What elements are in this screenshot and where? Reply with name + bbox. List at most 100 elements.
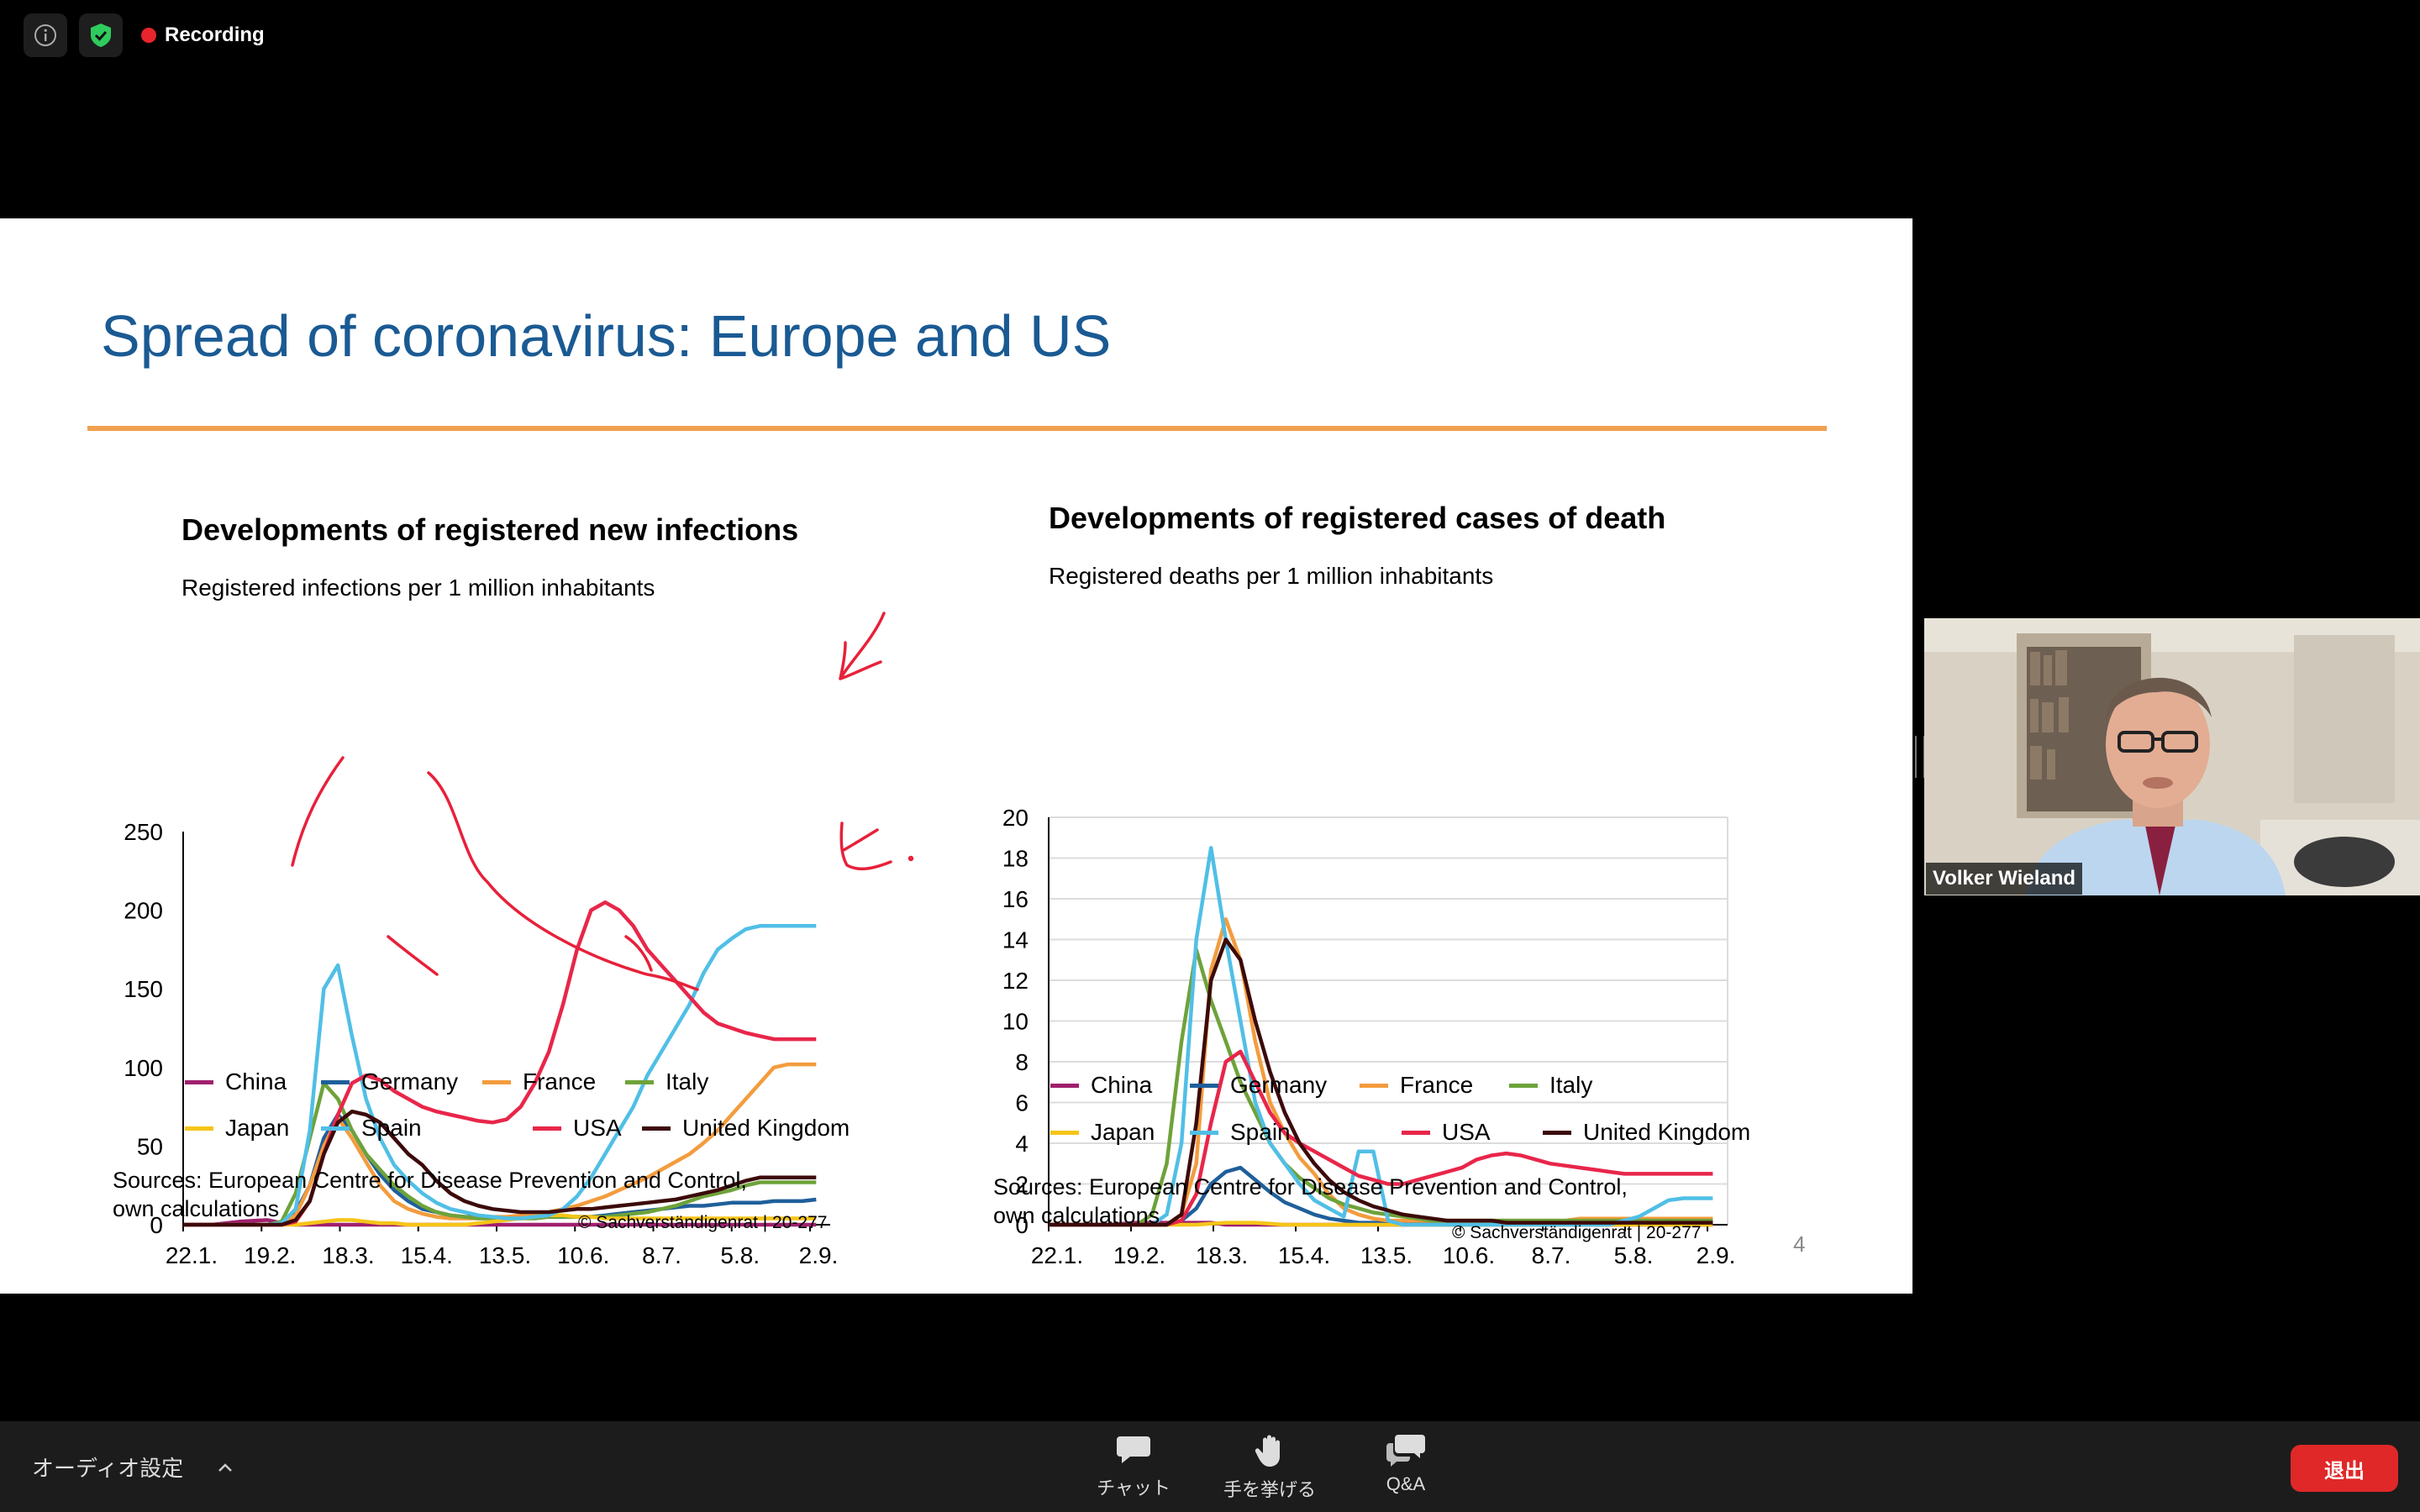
x-tick-label: 15.4.	[401, 1242, 453, 1268]
annotation-stroke	[291, 756, 345, 867]
series-line-china	[183, 1218, 817, 1227]
series-line-spain	[1049, 846, 1713, 1227]
qa-icon	[1386, 1435, 1425, 1467]
legend-item-usa: USA	[533, 1115, 622, 1142]
annotation-stroke	[427, 771, 699, 991]
right-chart-sources: Sources: European Centre for Disease Pre…	[993, 1173, 1628, 1230]
left-chart: 0 50 100 150 200 250 22.1. 19.2. 18.3. 15.4. 13.5.…	[124, 819, 839, 1268]
y-tick-label: 10	[1002, 1009, 1028, 1035]
chat-icon	[1117, 1436, 1150, 1463]
annotation-arrow	[839, 612, 886, 680]
y-tick-label: 50	[137, 1133, 163, 1159]
y-tick-label: 2	[1015, 1172, 1028, 1198]
left-sources-line2: own calculations	[113, 1196, 280, 1221]
right-chart-copyright: © Sachverständigenrat | 20-277	[1452, 1223, 1702, 1242]
right-sources-line2: own calculations	[993, 1203, 1160, 1228]
recording-label: Recording	[165, 24, 265, 46]
legend-item-china: China	[185, 1068, 287, 1095]
qa-button[interactable]: Q&A	[1351, 1433, 1460, 1495]
legend-swatch	[321, 1079, 350, 1084]
title-divider	[87, 426, 1827, 431]
x-tick-label: 15.4.	[1278, 1242, 1330, 1268]
x-tick-label: 5.8.	[1614, 1242, 1654, 1268]
legend-label: USA	[573, 1115, 622, 1141]
y-tick-label: 200	[124, 898, 163, 924]
legend-swatch	[1509, 1083, 1538, 1088]
right-chart: 0 2 4 6 8 10 12 14 16 18 20 22.1. 19.2. 18.3. 15.4. 13.…	[1002, 805, 1736, 1268]
left-chart-title: Developments of registered new infection…	[182, 512, 799, 547]
legend-item-spain: Spain	[1190, 1119, 1291, 1146]
info-button[interactable]	[24, 13, 67, 57]
series-line-spain	[183, 924, 817, 1227]
legend-item-spain: Spain	[321, 1115, 422, 1142]
leave-button[interactable]: 退出	[2291, 1445, 2398, 1492]
annotation-arrow	[839, 822, 892, 871]
raise-hand-button[interactable]: 手を挙げる	[1215, 1433, 1324, 1502]
legend-label: Spain	[361, 1115, 422, 1141]
security-button[interactable]	[79, 13, 123, 57]
legend-swatch	[185, 1126, 213, 1131]
x-tick-label: 10.6.	[557, 1242, 609, 1268]
legend-label: Japan	[1091, 1119, 1155, 1145]
y-tick-label: 16	[1002, 886, 1028, 912]
chat-button[interactable]: チャット	[1079, 1433, 1188, 1500]
audio-settings-button[interactable]: オーディオ設定	[32, 1452, 234, 1483]
annotation-stroke	[387, 935, 439, 976]
recording-dot-icon	[141, 28, 156, 43]
legend-swatch	[1360, 1083, 1388, 1088]
presenter-name-tag: Volker Wieland	[1926, 863, 2083, 895]
recording-indicator[interactable]: Recording	[141, 20, 265, 50]
x-tick-label: 19.2.	[1113, 1242, 1165, 1268]
legend-label: Germany	[1230, 1072, 1328, 1098]
x-tick-label: 10.6.	[1443, 1242, 1495, 1268]
x-tick-label: 19.2.	[244, 1242, 296, 1268]
y-tick-label: 18	[1002, 846, 1028, 872]
x-tick-label: 13.5.	[1360, 1242, 1413, 1268]
legend-label: United Kingdom	[1583, 1119, 1751, 1145]
legend-label: France	[1400, 1072, 1474, 1098]
legend-label: China	[1091, 1072, 1153, 1098]
chat-label: チャット	[1097, 1478, 1171, 1499]
y-tick-label: 12	[1002, 968, 1028, 994]
y-tick-label: 150	[124, 976, 163, 1002]
series-line-usa	[1049, 1049, 1713, 1227]
y-tick-label: 250	[124, 819, 163, 845]
x-tick-label: 5.8.	[720, 1242, 760, 1268]
legend-item-italy: Italy	[1509, 1072, 1592, 1099]
x-tick-label: 18.3.	[322, 1242, 374, 1268]
right-chart-subtitle: Registered deaths per 1 million inhabita…	[1049, 563, 1494, 589]
raise-hand-label: 手を挙げる	[1223, 1479, 1316, 1500]
y-tick-label: 20	[1002, 805, 1028, 831]
right-chart-title: Developments of registered cases of deat…	[1049, 501, 1666, 535]
legend-label: Italy	[1549, 1072, 1593, 1098]
x-tick-label: 18.3.	[1196, 1242, 1248, 1268]
legend-label: Japan	[225, 1115, 290, 1141]
presenter-video[interactable]	[1924, 618, 2420, 895]
presenter-video-image	[1924, 618, 2420, 895]
legend-item-japan: Japan	[1050, 1119, 1155, 1146]
legend-label: Spain	[1230, 1119, 1291, 1145]
series-line-france	[1049, 917, 1713, 1227]
chevron-up-icon	[218, 1462, 233, 1472]
left-chart-copyright: © Sachverständigenrat | 20-277	[578, 1213, 828, 1232]
series-line-united-kingdom	[183, 1109, 817, 1227]
raise-hand-icon	[1255, 1435, 1280, 1467]
x-tick-label: 22.1.	[1031, 1242, 1083, 1268]
legend-swatch	[321, 1126, 350, 1131]
legend-swatch	[1543, 1130, 1571, 1135]
y-tick-label: 6	[1015, 1090, 1028, 1116]
x-tick-label: 13.5.	[479, 1242, 531, 1268]
y-tick-label: 4	[1015, 1131, 1028, 1157]
y-tick-label: 0	[1015, 1212, 1028, 1238]
x-tick-label: 2.9.	[799, 1242, 839, 1268]
left-sources-line1: Sources: European Centre for Disease Pre…	[113, 1168, 747, 1193]
legend-item-japan: Japan	[185, 1115, 289, 1142]
legend-label: USA	[1442, 1119, 1491, 1145]
annotation-stroke	[624, 935, 653, 972]
y-tick-label: 0	[150, 1212, 163, 1238]
legend-swatch	[1402, 1130, 1430, 1135]
legend-item-germany: Germany	[321, 1068, 458, 1095]
meeting-controls-bar: オーディオ設定 チャット 手を挙げる Q&A 退出	[0, 1421, 2420, 1512]
info-icon	[34, 24, 56, 46]
legend-swatch	[533, 1126, 561, 1131]
